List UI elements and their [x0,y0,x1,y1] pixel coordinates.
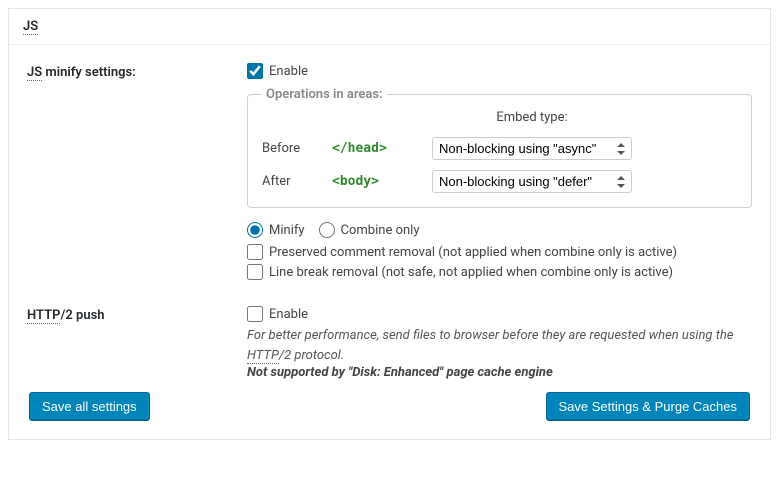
enable-checkbox[interactable] [247,63,263,79]
panel-heading: JS [9,9,770,45]
row-http2: HTTP/2 push Enable For better performanc… [27,306,752,380]
embed-type-header: Embed type: [432,110,632,125]
preserved-comment-checkbox[interactable] [247,244,263,260]
http2-enable-checkbox[interactable] [247,306,263,322]
js-minify-label-prefix: JS [27,65,42,81]
panel-heading-text: JS [23,19,38,35]
linebreak-label: Line break removal (not safe, not applie… [269,265,673,280]
http2-description: For better performance, send files to br… [247,326,752,365]
operations-fieldset: Operations in areas: Embed type: Before … [247,87,752,208]
js-minify-fields: Enable Operations in areas: Embed type: … [247,63,752,284]
op-row-1-tag: <body> [332,174,422,189]
mode-row: Minify Combine only [247,222,752,238]
op-row-1-select-wrap: Non-blocking using "defer" [432,170,632,193]
panel-body: JS minify settings: Enable Operations in… [9,45,770,439]
preserved-comment-label: Preserved comment removal (not applied w… [269,245,677,260]
js-minify-label-suffix: minify settings: [42,65,136,80]
http2-desc-dotted: HTTP [247,348,279,364]
footer: Save all settings Save Settings & Purge … [29,392,750,421]
op-row-1-select[interactable]: Non-blocking using "defer" [432,170,632,193]
http2-desc-suffix: /2 protocol. [279,348,344,363]
op-row-0-tag: </head> [332,141,422,156]
http2-fields: Enable For better performance, send file… [247,306,752,380]
http2-label-prefix: HTTP [27,308,60,324]
enable-label: Enable [269,64,308,79]
http2-desc-prefix: For better performance, send files to br… [247,328,733,343]
minify-radio[interactable] [247,222,263,238]
op-row-0-select[interactable]: Non-blocking using "async" [432,137,632,160]
linebreak-row: Line break removal (not safe, not applie… [247,264,752,280]
js-minify-label: JS minify settings: [27,63,247,80]
op-row-0-select-wrap: Non-blocking using "async" [432,137,632,160]
http2-label: HTTP/2 push [27,306,247,323]
http2-label-suffix: /2 push [60,308,104,323]
op-row-0-position: Before [262,141,322,156]
enable-row: Enable [247,63,752,79]
settings-panel: JS JS minify settings: Enable Operations… [8,8,771,440]
http2-enable-label: Enable [269,307,308,322]
http2-enable-row: Enable [247,306,752,322]
save-all-button[interactable]: Save all settings [29,392,150,421]
operations-legend: Operations in areas: [262,87,387,102]
combine-radio[interactable] [319,222,335,238]
op-row-1-position: After [262,174,322,189]
row-js-minify: JS minify settings: Enable Operations in… [27,63,752,284]
embed-grid: Embed type: Before </head> Non-blocking … [262,110,737,193]
minify-radio-label: Minify [269,223,305,238]
http2-note: Not supported by "Disk: Enhanced" page c… [247,365,752,380]
preserved-comment-row: Preserved comment removal (not applied w… [247,244,752,260]
linebreak-checkbox[interactable] [247,264,263,280]
save-purge-button[interactable]: Save Settings & Purge Caches [546,392,751,421]
combine-radio-label: Combine only [341,223,420,238]
